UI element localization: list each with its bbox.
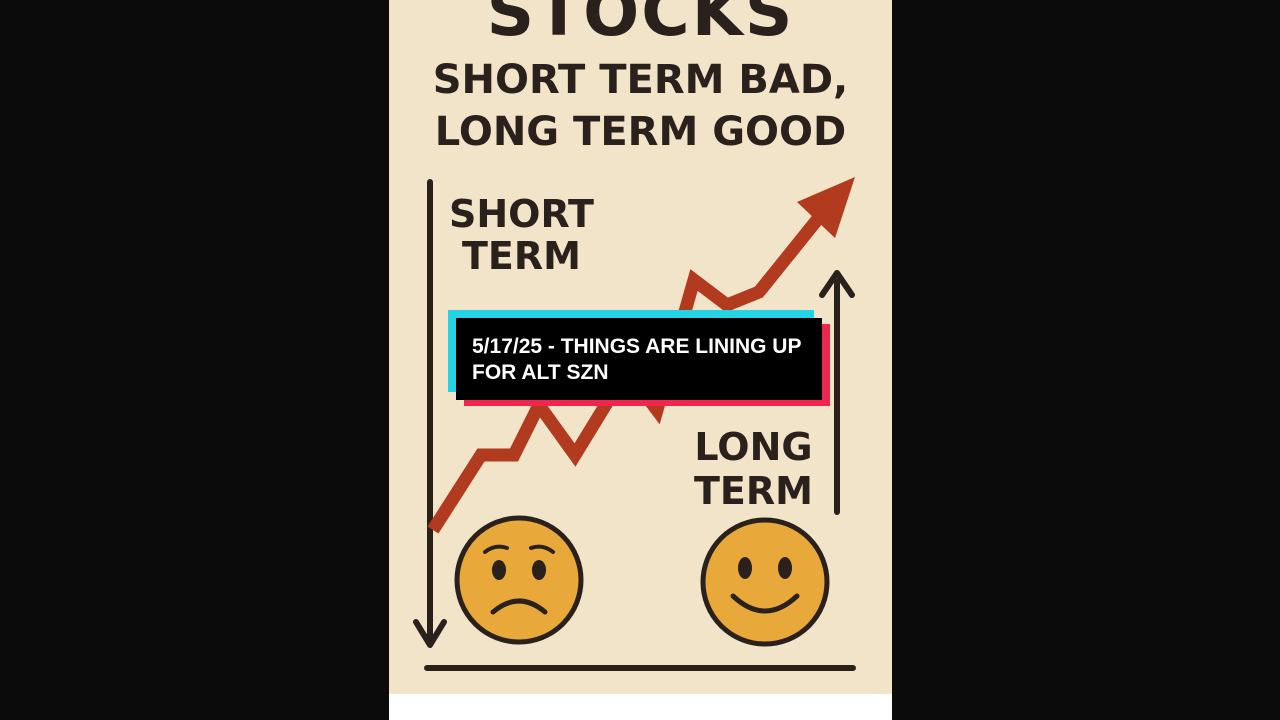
caption-box: 5/17/25 - THINGS ARE LINING UP FOR ALT S… [456,318,822,400]
sad-face-icon [454,515,584,645]
short-term-down-arrowhead [413,619,447,648]
caption-overlay: 5/17/25 - THINGS ARE LINING UP FOR ALT S… [448,310,830,406]
happy-face-icon [700,517,830,647]
trend-arrowhead [797,177,855,238]
short-term-label-line2: TERM [462,234,581,278]
long-term-up-arrowhead [819,270,855,298]
long-term-label-line2: TERM [694,469,813,513]
poster-subtitle-line2: LONG TERM GOOD [434,109,847,155]
caption-text: 5/17/25 - THINGS ARE LINING UP FOR ALT S… [472,335,802,384]
poster-bottom-strip [389,694,892,720]
long-term-label: LONG TERM [681,425,826,513]
short-term-label-line1: SHORT [449,192,594,236]
long-term-label-line1: LONG [694,425,813,469]
poster-subtitle-line1: SHORT TERM BAD, [432,57,849,103]
poster-title: STOCKS [486,0,795,51]
short-term-label: SHORT TERM [439,193,604,277]
